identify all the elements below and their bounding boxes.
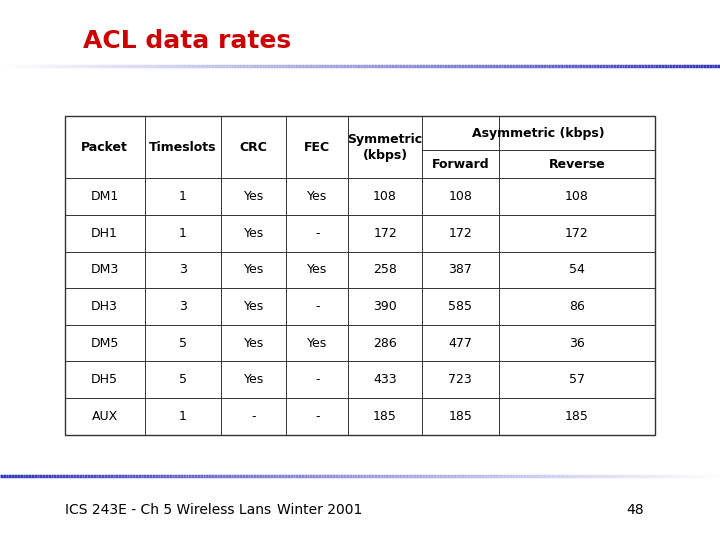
Text: 108: 108 [373,190,397,203]
Text: 54: 54 [569,264,585,276]
Text: 185: 185 [565,410,589,423]
Text: 172: 172 [449,227,472,240]
Text: Winter 2001: Winter 2001 [277,503,363,517]
Text: Yes: Yes [243,300,264,313]
Text: 172: 172 [565,227,589,240]
Text: Packet: Packet [81,140,128,154]
Text: 1: 1 [179,410,186,423]
Text: 286: 286 [373,336,397,349]
Text: Yes: Yes [307,336,328,349]
Text: 1: 1 [179,190,186,203]
Text: FEC: FEC [304,140,330,154]
Text: Forward: Forward [431,158,489,171]
Bar [65,116,655,435]
Text: 108: 108 [449,190,472,203]
Text: CRC: CRC [240,140,268,154]
Text: DH3: DH3 [91,300,118,313]
Text: -: - [315,300,320,313]
Text: 433: 433 [373,373,397,386]
Text: Reverse: Reverse [549,158,606,171]
Text: Symmetric
(kbps): Symmetric (kbps) [348,133,423,161]
Text: 258: 258 [373,264,397,276]
Text: 477: 477 [449,336,472,349]
Text: Yes: Yes [243,373,264,386]
Text: DM5: DM5 [91,336,119,349]
Text: Asymmetric (kbps): Asymmetric (kbps) [472,127,605,140]
Text: Timeslots: Timeslots [149,140,217,154]
Text: AUX: AUX [91,410,118,423]
Text: 108: 108 [565,190,589,203]
Text: DM3: DM3 [91,264,119,276]
Text: Yes: Yes [307,190,328,203]
Text: 36: 36 [569,336,585,349]
Text: ACL data rates: ACL data rates [83,29,291,52]
Text: DH5: DH5 [91,373,118,386]
Text: Yes: Yes [243,264,264,276]
Text: 172: 172 [373,227,397,240]
Text: 1: 1 [179,227,186,240]
Text: 585: 585 [449,300,472,313]
Text: 5: 5 [179,373,187,386]
Text: Yes: Yes [243,227,264,240]
Text: -: - [315,373,320,386]
Text: 57: 57 [569,373,585,386]
Text: 185: 185 [449,410,472,423]
Text: Yes: Yes [243,336,264,349]
Text: Yes: Yes [307,264,328,276]
Text: 5: 5 [179,336,187,349]
Text: DM1: DM1 [91,190,119,203]
Text: ICS 243E - Ch 5 Wireless Lans: ICS 243E - Ch 5 Wireless Lans [65,503,271,517]
Text: 387: 387 [449,264,472,276]
Text: 86: 86 [569,300,585,313]
Text: 3: 3 [179,300,186,313]
Text: 390: 390 [373,300,397,313]
Text: 3: 3 [179,264,186,276]
Text: 48: 48 [627,503,644,517]
Text: DH1: DH1 [91,227,118,240]
Text: Yes: Yes [243,190,264,203]
Text: 185: 185 [373,410,397,423]
Text: -: - [251,410,256,423]
Text: -: - [315,410,320,423]
Text: 723: 723 [449,373,472,386]
Text: -: - [315,227,320,240]
